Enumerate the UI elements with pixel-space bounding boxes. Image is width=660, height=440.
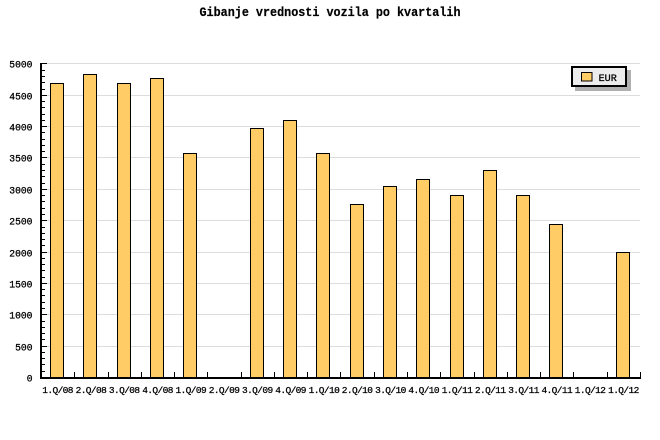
svg-text:4.Q/11: 4.Q/11 [541,385,573,396]
svg-text:3500: 3500 [9,154,32,166]
svg-text:0: 0 [27,374,33,386]
svg-text:4.Q/08: 4.Q/08 [142,385,174,396]
svg-text:2000: 2000 [9,249,32,261]
svg-text:3.Q/09: 3.Q/09 [242,385,274,396]
svg-text:3.Q/11: 3.Q/11 [508,385,540,396]
svg-text:1000: 1000 [9,311,32,323]
svg-text:3000: 3000 [9,186,32,198]
svg-text:1.Q/10: 1.Q/10 [309,385,341,396]
svg-text:5000: 5000 [9,60,32,72]
svg-text:3.Q/08: 3.Q/08 [109,385,141,396]
svg-text:2.Q/08: 2.Q/08 [76,385,108,396]
svg-text:2.Q/10: 2.Q/10 [342,385,374,396]
svg-text:1.Q/11: 1.Q/11 [442,385,474,396]
svg-text:3.Q/10: 3.Q/10 [375,385,407,396]
svg-text:2500: 2500 [9,217,32,229]
svg-text:4000: 4000 [9,123,32,135]
svg-text:4.Q/10: 4.Q/10 [408,385,440,396]
svg-text:2.Q/09: 2.Q/09 [209,385,241,396]
svg-text:500: 500 [15,343,32,355]
svg-text:EUR: EUR [599,73,618,85]
svg-text:1.Q/08: 1.Q/08 [42,385,74,396]
svg-text:2.Q/11: 2.Q/11 [475,385,507,396]
svg-text:1.Q/12: 1.Q/12 [575,385,607,396]
svg-text:4500: 4500 [9,92,32,104]
svg-text:1.Q/09: 1.Q/09 [175,385,207,396]
svg-text:4.Q/09: 4.Q/09 [275,385,307,396]
svg-text:Gibanje vrednosti vozila po kv: Gibanje vrednosti vozila po kvartalih [200,5,461,20]
svg-text:1500: 1500 [9,280,32,292]
svg-text:1.Q/12: 1.Q/12 [608,385,640,396]
